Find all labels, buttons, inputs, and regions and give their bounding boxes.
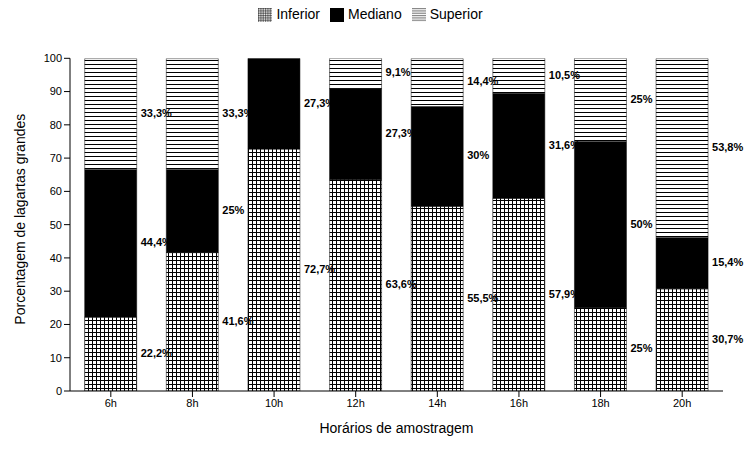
svg-text:18h: 18h [591, 397, 609, 409]
html-text:Superior: Superior [429, 6, 483, 22]
svg-text:90: 90 [50, 85, 62, 97]
svg-text:9,1%: 9,1% [386, 66, 411, 78]
svg-text:53,8%: 53,8% [712, 141, 743, 153]
svg-text:33,3%: 33,3% [141, 107, 172, 119]
svg-text:30%: 30% [467, 149, 489, 161]
svg-text:80: 80 [50, 119, 62, 131]
svg-text:40: 40 [50, 252, 62, 264]
svg-text:50: 50 [50, 219, 62, 231]
svg-text:6h: 6h [105, 397, 117, 409]
svg-text:12h: 12h [347, 397, 365, 409]
svg-text:31,6%: 31,6% [549, 139, 580, 151]
svg-text:60: 60 [50, 185, 62, 197]
svg-text:70: 70 [50, 152, 62, 164]
svg-text:8h: 8h [186, 397, 198, 409]
svg-text:0: 0 [56, 385, 62, 397]
svg-text:57,9%: 57,9% [549, 288, 580, 300]
svg-text:63,6%: 63,6% [386, 278, 417, 290]
svg-text:10,5%: 10,5% [549, 69, 580, 81]
svg-text:27,3%: 27,3% [386, 127, 417, 139]
svg-text:25%: 25% [222, 204, 244, 216]
svg-text:72,7%: 72,7% [304, 263, 335, 275]
svg-text:20: 20 [50, 318, 62, 330]
svg-text:55,5%: 55,5% [467, 292, 498, 304]
svg-text:Horários de amostragem: Horários de amostragem [319, 420, 473, 436]
svg-text:27,3%: 27,3% [304, 97, 335, 109]
svg-text:10h: 10h [265, 397, 283, 409]
svg-text:100: 100 [44, 52, 62, 64]
svg-text:14,4%: 14,4% [467, 75, 498, 87]
svg-text:33,3%: 33,3% [222, 107, 253, 119]
svg-text:22,2%: 22,2% [141, 347, 172, 359]
svg-text:14h: 14h [428, 397, 446, 409]
svg-text:44,4%: 44,4% [141, 236, 172, 248]
svg-text:50%: 50% [630, 218, 652, 230]
svg-text:16h: 16h [510, 397, 528, 409]
svg-text:30: 30 [50, 285, 62, 297]
svg-text:10: 10 [50, 352, 62, 364]
svg-text:20h: 20h [673, 397, 691, 409]
svg-text:30,7%: 30,7% [712, 333, 743, 345]
svg-text:25%: 25% [630, 93, 652, 105]
html-text:Inferior: Inferior [276, 6, 320, 22]
svg-text:41,6%: 41,6% [222, 315, 253, 327]
svg-text:25%: 25% [630, 342, 652, 354]
svg-text:Porcentagem de lagartas grande: Porcentagem de lagartas grandes [12, 114, 28, 325]
html-text:Mediano: Mediano [348, 6, 402, 22]
svg-text:15,4%: 15,4% [712, 256, 743, 268]
